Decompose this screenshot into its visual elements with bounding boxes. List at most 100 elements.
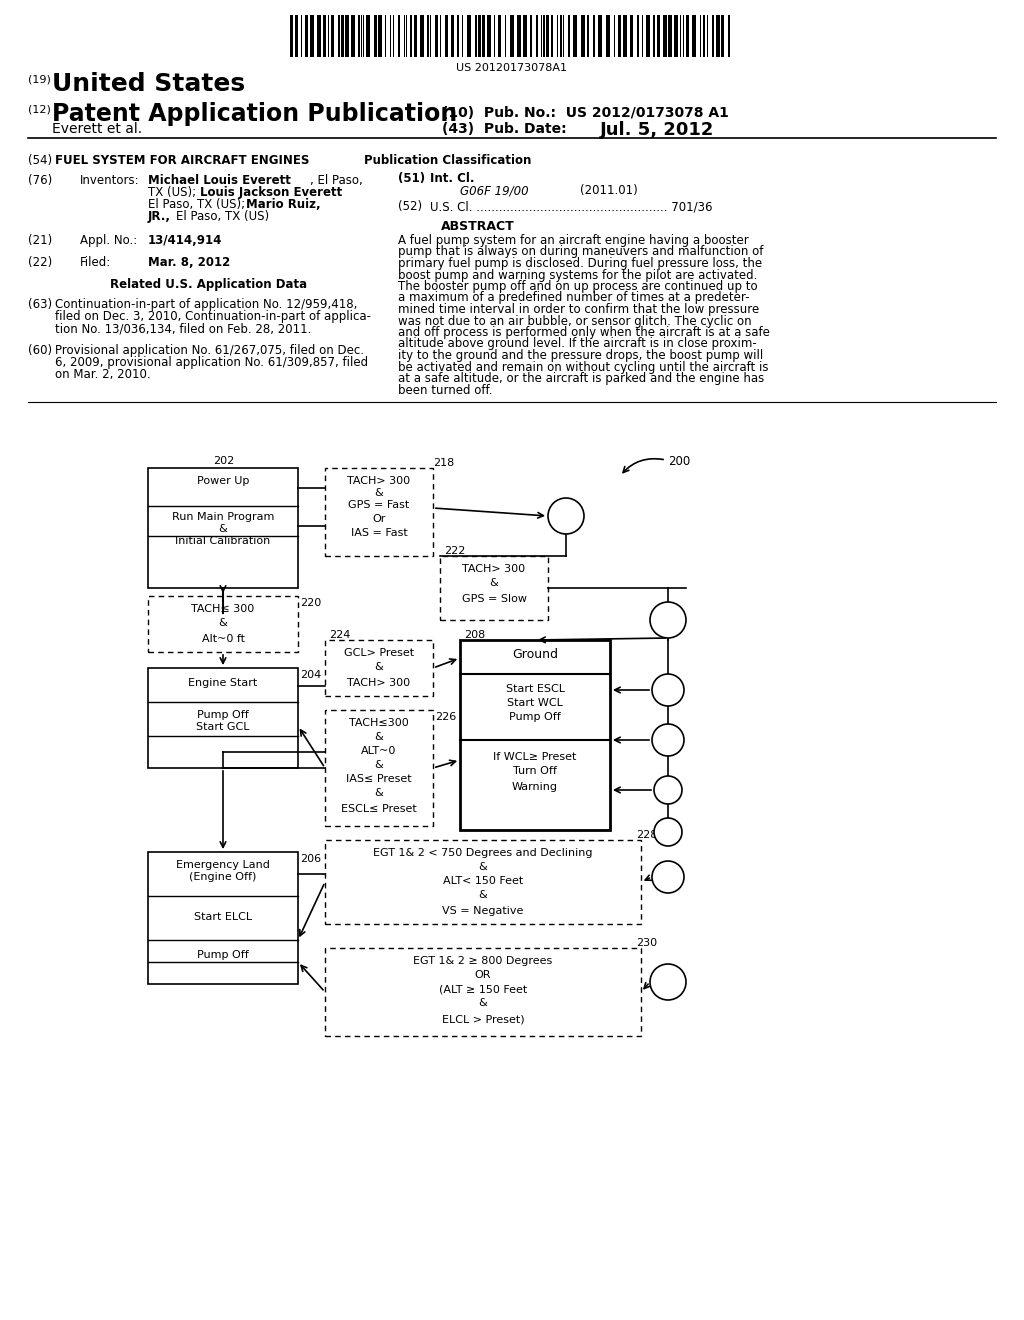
Bar [568, 15, 570, 57]
Text: filed on Dec. 3, 2010, Continuation-in-part of applica-: filed on Dec. 3, 2010, Continuation-in-p… [55, 310, 371, 323]
Text: (22): (22) [28, 256, 52, 269]
Text: (63): (63) [28, 298, 52, 312]
Text: (60): (60) [28, 345, 52, 356]
Bar [560, 15, 562, 57]
Text: 200: 200 [668, 455, 690, 469]
Text: at a safe altitude, or the aircraft is parked and the engine has: at a safe altitude, or the aircraft is p… [398, 372, 764, 385]
Bar [478, 15, 481, 57]
Text: 228: 228 [636, 830, 657, 840]
Bar [440, 556, 548, 620]
Text: Start GCL: Start GCL [197, 722, 250, 733]
Text: TACH≤300: TACH≤300 [349, 718, 409, 729]
Bar [341, 15, 344, 57]
Text: US 20120173078A1: US 20120173078A1 [457, 63, 567, 73]
Circle shape [548, 498, 584, 535]
Bar [551, 15, 553, 57]
Text: ESCL≤ Preset: ESCL≤ Preset [341, 804, 417, 814]
Text: Alt~0 ft: Alt~0 ft [202, 634, 245, 644]
Text: JR.,: JR., [148, 210, 171, 223]
Text: Jul. 5, 2012: Jul. 5, 2012 [600, 121, 715, 139]
Text: &: & [489, 578, 499, 587]
Text: boost pump and warning systems for the pilot are activated.: boost pump and warning systems for the p… [398, 268, 758, 281]
Bar [510, 15, 514, 57]
Bar [460, 640, 610, 830]
Bar [623, 15, 627, 57]
Bar [325, 840, 641, 924]
Text: ity to the ground and the pressure drops, the boost pump will: ity to the ground and the pressure drops… [398, 348, 763, 362]
Text: Or: Or [373, 513, 386, 524]
Text: , El Paso,: , El Paso, [310, 174, 362, 187]
Bar [435, 15, 438, 57]
Text: &: & [478, 998, 487, 1008]
Text: C: C [664, 689, 673, 701]
Text: pump that is always on during maneuvers and malfunction of: pump that is always on during maneuvers … [398, 246, 763, 259]
Text: (51): (51) [398, 172, 425, 185]
Text: Emergency Land: Emergency Land [176, 861, 270, 870]
Text: 220: 220 [300, 598, 322, 609]
Text: F: F [665, 832, 672, 841]
Bar [325, 640, 433, 696]
Text: Start ESCL: Start ESCL [506, 684, 564, 694]
Text: primary fuel pump is disclosed. During fuel pressure loss, the: primary fuel pump is disclosed. During f… [398, 257, 762, 271]
Bar [498, 15, 501, 57]
Text: 208: 208 [464, 630, 485, 640]
Bar [618, 15, 621, 57]
Text: Inventors:: Inventors: [80, 174, 139, 187]
Text: GCL> Preset: GCL> Preset [344, 648, 414, 657]
Text: ELCL > Preset): ELCL > Preset) [441, 1014, 524, 1024]
Text: Patent Application Publication: Patent Application Publication [52, 102, 458, 125]
Bar [657, 15, 660, 57]
Text: A fuel pump system for an aircraft engine having a booster: A fuel pump system for an aircraft engin… [398, 234, 749, 247]
Text: Start ELCL: Start ELCL [194, 912, 252, 921]
Bar [325, 710, 433, 826]
Text: 230: 230 [636, 939, 657, 948]
Bar [546, 15, 549, 57]
Bar [653, 15, 655, 57]
Text: (2011.01): (2011.01) [580, 183, 638, 197]
Bar [414, 15, 417, 57]
Text: 13/414,914: 13/414,914 [148, 234, 222, 247]
Bar [593, 15, 595, 57]
Text: G: G [664, 875, 673, 888]
Text: If WCL≥ Preset: If WCL≥ Preset [494, 752, 577, 762]
Bar [606, 15, 610, 57]
Text: &: & [478, 890, 487, 900]
Bar [374, 15, 377, 57]
Bar [290, 15, 293, 57]
Text: 204: 204 [300, 671, 322, 680]
Text: Continuation-in-part of application No. 12/959,418,: Continuation-in-part of application No. … [55, 298, 357, 312]
Text: (10)  Pub. No.:  US 2012/0173078 A1: (10) Pub. No.: US 2012/0173078 A1 [442, 106, 729, 120]
Text: Mario Ruiz,: Mario Ruiz, [246, 198, 321, 211]
Bar [366, 15, 370, 57]
Bar [398, 15, 400, 57]
Bar [410, 15, 412, 57]
Bar [427, 15, 429, 57]
Text: El Paso, TX (US);: El Paso, TX (US); [148, 198, 245, 211]
Bar [716, 15, 720, 57]
Bar [148, 469, 298, 587]
Bar [686, 15, 689, 57]
Text: G06F 19/00: G06F 19/00 [460, 183, 528, 197]
Bar [543, 15, 545, 57]
Text: Filed:: Filed: [80, 256, 112, 269]
Text: Run Main Program: Run Main Program [172, 512, 274, 521]
Bar [358, 15, 360, 57]
Text: (21): (21) [28, 234, 52, 247]
Bar [467, 15, 471, 57]
Bar [587, 15, 589, 57]
Text: Michael Louis Everett: Michael Louis Everett [148, 174, 291, 187]
Circle shape [652, 861, 684, 894]
Text: on Mar. 2, 2010.: on Mar. 2, 2010. [55, 368, 151, 381]
Bar [445, 15, 449, 57]
Text: IAS = Fast: IAS = Fast [350, 528, 408, 539]
Bar [331, 15, 334, 57]
Bar [305, 15, 308, 57]
Text: been turned off.: been turned off. [398, 384, 493, 396]
Text: H: H [664, 981, 673, 994]
Text: EGT 1& 2 < 750 Degrees and Declining: EGT 1& 2 < 750 Degrees and Declining [374, 847, 593, 858]
Text: was not due to an air bubble, or sensor glitch. The cyclic on: was not due to an air bubble, or sensor … [398, 314, 752, 327]
Bar [148, 668, 298, 768]
Circle shape [654, 776, 682, 804]
Bar [536, 15, 538, 57]
Text: TACH> 300: TACH> 300 [347, 477, 411, 486]
